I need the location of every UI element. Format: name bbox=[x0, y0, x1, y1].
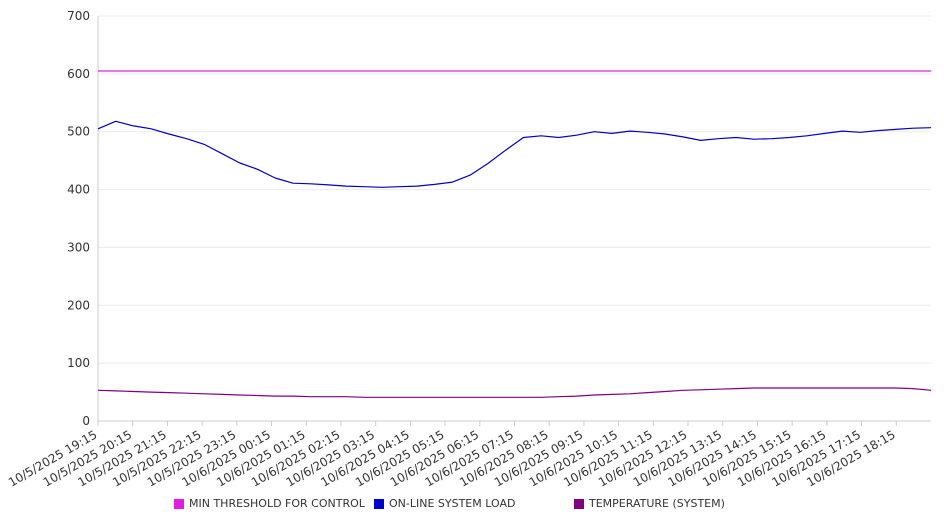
y-tick-label: 100 bbox=[67, 356, 90, 370]
legend-swatch-temperature bbox=[574, 498, 584, 509]
legend-swatch-load bbox=[374, 498, 384, 509]
y-tick-label: 700 bbox=[67, 9, 90, 23]
series-line-temperature bbox=[97, 387, 932, 398]
legend: MIN THRESHOLD FOR CONTROL ON-LINE SYSTEM… bbox=[0, 497, 946, 515]
legend-item-threshold[interactable]: MIN THRESHOLD FOR CONTROL bbox=[174, 497, 365, 510]
legend-label-threshold: MIN THRESHOLD FOR CONTROL bbox=[189, 497, 365, 510]
series-lines bbox=[97, 70, 932, 398]
gridlines bbox=[98, 15, 931, 422]
y-tick-label: 600 bbox=[67, 67, 90, 81]
legend-item-temperature[interactable]: TEMPERATURE (SYSTEM) bbox=[574, 497, 725, 510]
legend-label-load: ON-LINE SYSTEM LOAD bbox=[389, 497, 516, 510]
y-tick-label: 500 bbox=[67, 125, 90, 139]
legend-item-load[interactable]: ON-LINE SYSTEM LOAD bbox=[374, 497, 515, 510]
legend-label-temperature: TEMPERATURE (SYSTEM) bbox=[589, 497, 725, 510]
y-axis-ticks: 0 100 200 300 400 500 600 700 bbox=[67, 9, 90, 428]
y-tick-label: 300 bbox=[67, 240, 90, 254]
y-tick-label: 200 bbox=[67, 298, 90, 312]
y-tick-label: 0 bbox=[82, 414, 90, 428]
series-line-system-load bbox=[97, 120, 932, 188]
y-tick-label: 400 bbox=[67, 183, 90, 197]
legend-swatch-threshold bbox=[174, 498, 184, 509]
